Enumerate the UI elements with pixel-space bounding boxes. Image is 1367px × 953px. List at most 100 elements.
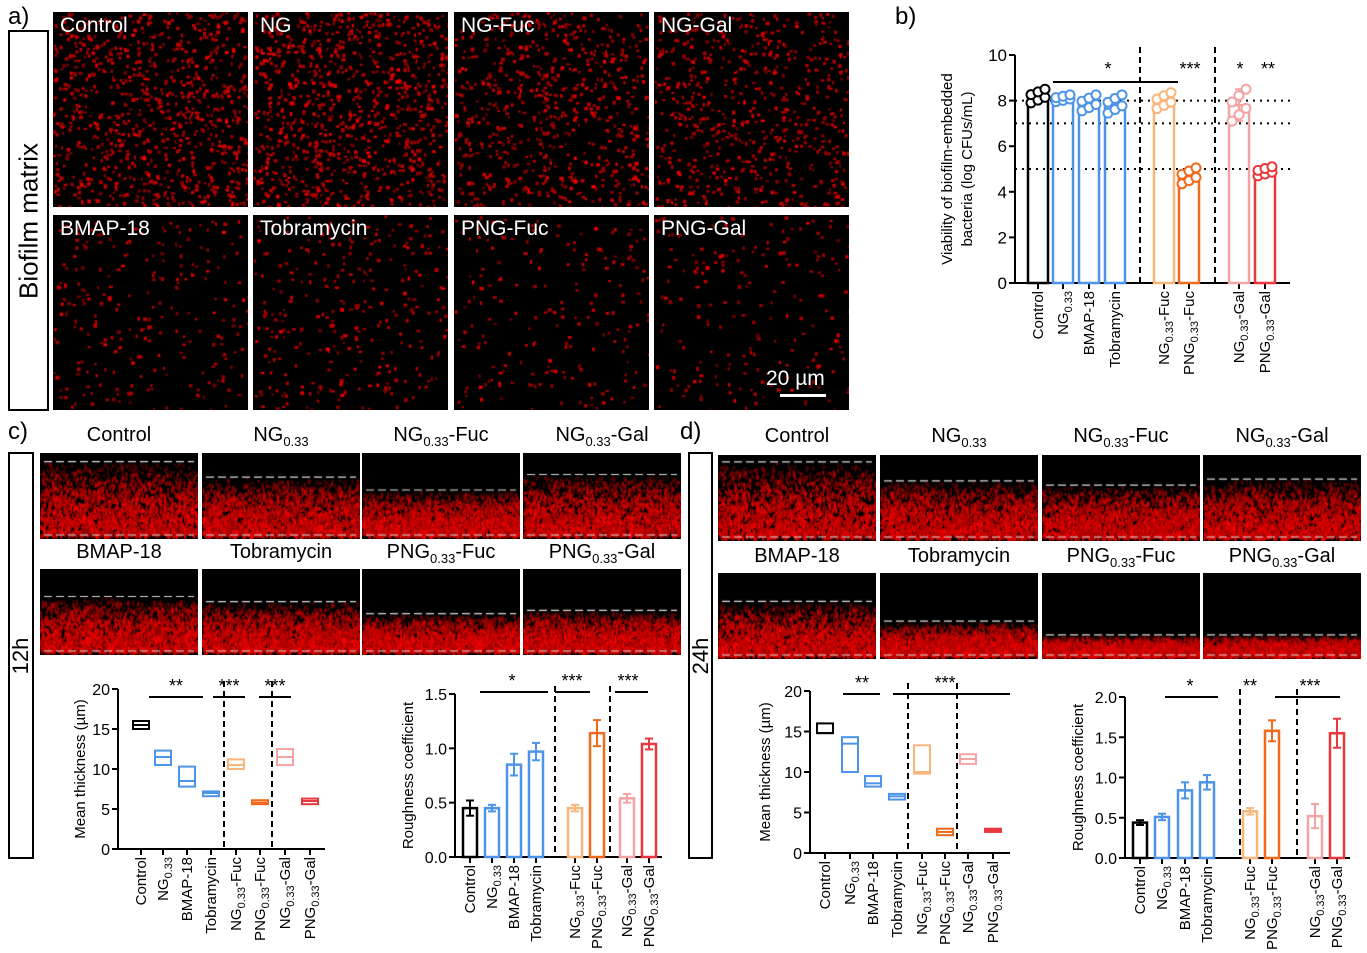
title-subscript: 0.33 [1103,435,1129,450]
y-tick-label: 20 [92,682,110,699]
label-text: NG [842,882,859,905]
label-text: Control [133,857,150,905]
x-tick-label: PNG0.33-Gal [1257,291,1277,373]
bar [1328,731,1346,860]
image-label: BMAP-18 [60,217,150,240]
title-subscript: 0.33 [423,434,449,449]
x-tick-label: NG0.33-Fuc [228,857,248,931]
x-tick-label: NG0.33-Fuc [567,865,587,939]
y-tick-label: 6 [998,137,1007,156]
x-tick-label: Tobramycin [1199,866,1216,943]
section-title: NG0.33 [202,424,360,449]
cross-section-image [880,573,1038,659]
microscopy-image: NG [253,12,448,207]
x-tick-label: NG0.33 [842,861,862,905]
chart-b: 0 2 4 6 8 10 Viability of biofilm-embedded bact… [939,46,1290,375]
x-tick-label: NG0.33 [1154,866,1174,910]
label-subscript: 0.33 [1250,896,1262,917]
x-tick-label: NG0.33-Fuc [914,861,934,935]
x-tick-label: Tobramycin [1107,291,1124,368]
image-label: Control [60,14,128,37]
bar [1253,170,1277,285]
cross-section-image [202,569,360,655]
label-text: PNG [985,911,1002,944]
title-text: NG [1235,425,1266,447]
label-text: NG [1242,917,1259,940]
label-text: PNG [937,912,954,945]
microscopy-image: Tobramycin [253,215,448,410]
section-title: NG0.33 [880,425,1038,450]
y-tick-label: 0 [998,274,1007,293]
label-subscript: 0.33 [968,889,980,910]
label-text: BMAP-18 [865,861,882,925]
bar [1227,103,1251,285]
section-title: PNG0.33-Fuc [362,541,520,566]
data-point [1064,89,1076,101]
label-text: NG [914,912,931,935]
significance-marker: * [1236,59,1243,79]
bar [1077,101,1101,285]
y-tick-label: 10 [92,762,110,779]
x-tick-label: BMAP-18 [1081,291,1098,355]
label-suffix: -Fuc [567,865,584,896]
data-point [1090,89,1102,101]
y-tick-label: 4 [998,183,1007,202]
title-suffix: -Gal [1290,425,1329,447]
label-text: Control [817,861,834,909]
x-tick-label: PNG0.33-Gal [985,861,1005,943]
y-tick-label: 1.5 [1095,730,1117,747]
range-bar [841,736,859,773]
x-tick-label: NG0.33 [155,857,175,901]
label-text: BMAP-18 [1177,866,1194,930]
bar [1152,99,1176,285]
label-suffix: -Gal [985,861,1002,889]
cross-section-image [362,569,520,655]
y-axis-label: Mean thickness (µm) [757,702,774,842]
title-text: NG [393,424,424,446]
title-text: PNG [548,541,593,563]
bar [505,763,523,859]
label-text: NG [1055,312,1072,335]
label-suffix: -Gal [1329,866,1346,894]
title-suffix: -Gal [617,541,656,563]
panel-label-c: c) [8,418,28,445]
x-tick-label: PNG0.33-Gal [302,857,322,939]
label-text: NG [1231,341,1248,364]
label-suffix: -Gal [1257,291,1274,319]
data-point [1226,115,1238,127]
24h-label-box: 24h [688,452,713,859]
label-subscript: 0.33 [575,895,587,916]
title-text: PNG [1228,545,1273,567]
label-subscript: 0.33 [1189,321,1201,342]
bar [1241,810,1259,860]
x-tick-label: NG0.33-Fuc [1156,291,1176,365]
bar [588,731,606,859]
range-bar [864,775,882,788]
x-tick-label: BMAP-18 [179,857,196,921]
y-tick-label: 2 [998,228,1007,247]
label-text: PNG [1329,916,1346,949]
label-subscript: 0.33 [597,895,609,916]
section-title: BMAP-18 [40,541,198,564]
panel-label-d: d) [680,418,702,445]
y-tick-label: 0.0 [1095,851,1117,868]
x-tick-label: Control [133,857,150,905]
bar [1263,729,1281,860]
label-subscript: 0.33 [1063,291,1075,312]
label-text: BMAP-18 [179,857,196,921]
label-subscript: 0.33 [1239,319,1251,340]
label-subscript: 0.33 [236,887,248,908]
title-text: NG [931,425,962,447]
y-axis-label: Viability of biofilm-embedded [939,73,956,265]
scale-bar [780,394,826,397]
label-text: PNG [1257,341,1274,374]
range-bar [816,722,834,735]
cross-section-image [1042,455,1200,541]
section-title: NG0.33-Gal [1203,425,1361,450]
bar [1176,789,1194,860]
significance-marker: ** [1261,59,1275,79]
significance-marker: *** [1299,676,1320,696]
cross-section-image [362,453,520,539]
section-title: Control [718,425,876,448]
